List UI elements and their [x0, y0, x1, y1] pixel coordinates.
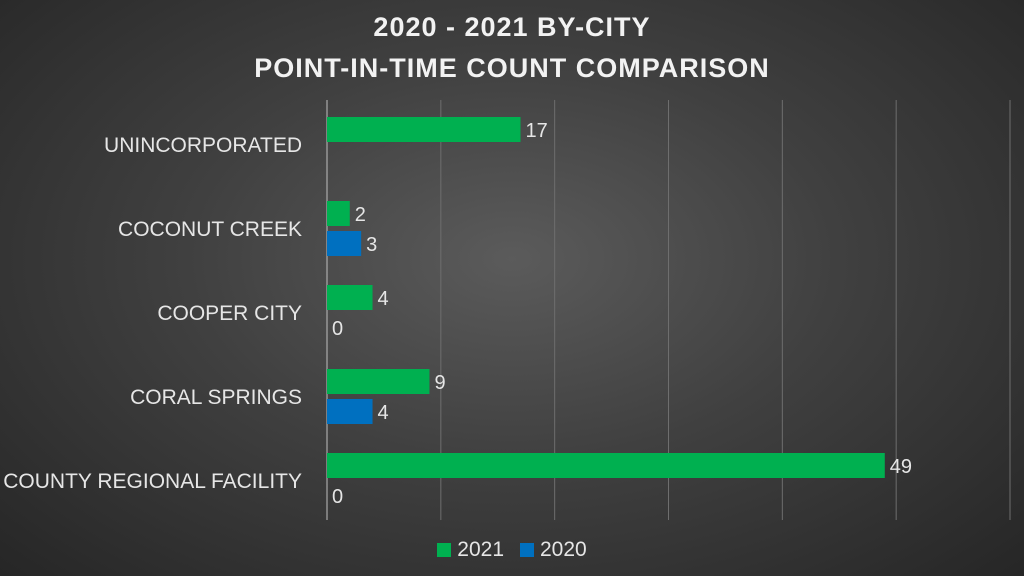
data-label-2021: 49: [890, 456, 912, 478]
data-label-2020: 0: [332, 318, 343, 340]
legend-swatch-2021: [437, 543, 452, 557]
bar-2021: [327, 201, 350, 226]
chart-title-line-1: 2020 - 2021 BY-CITY: [373, 12, 651, 42]
data-label-2021: 9: [434, 372, 445, 394]
chart-title-line-2: POINT-IN-TIME COUNT COMPARISON: [254, 53, 770, 83]
bar-2021: [327, 285, 373, 310]
category-label: COCONUT CREEK: [118, 218, 302, 241]
bar-2021: [327, 117, 521, 142]
legend-swatch-2020: [520, 543, 534, 557]
category-label: UNINCORPORATED: [104, 134, 302, 157]
data-label-2021: 4: [378, 288, 389, 310]
legend-item-2020: 2020: [520, 538, 587, 562]
legend-item-2021: 2021: [437, 538, 504, 562]
legend-label-2021: 2021: [457, 538, 504, 561]
data-label-2020: 3: [366, 234, 377, 256]
category-label: COOPER CITY: [157, 302, 302, 325]
data-label-2020: 0: [332, 486, 343, 508]
bar-2020: [327, 399, 373, 424]
bar-2021: [327, 369, 430, 394]
legend-label-2020: 2020: [540, 538, 587, 561]
category-label: CORAL SPRINGS: [130, 386, 302, 409]
data-label-2020: 4: [378, 402, 389, 424]
data-label-2021: 17: [526, 120, 548, 142]
legend: 2021 2020: [0, 538, 1024, 562]
bar-2021: [327, 453, 885, 478]
category-label: COUNTY REGIONAL FACILITY: [3, 470, 302, 493]
bar-2020: [327, 231, 362, 256]
data-label-2021: 2: [355, 204, 366, 226]
